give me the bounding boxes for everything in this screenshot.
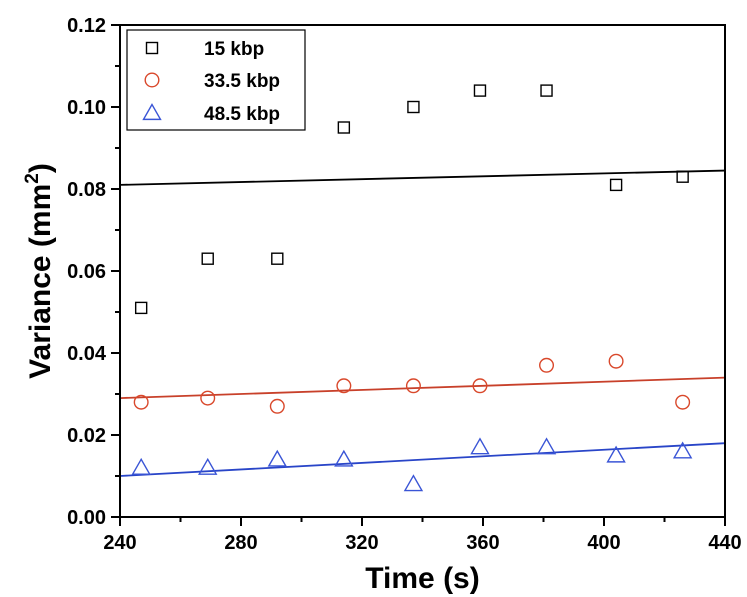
data-point-series-3 [606, 445, 626, 463]
legend-marker-1 [145, 41, 159, 55]
data-point-series-3 [131, 457, 151, 475]
data-point-series-2 [675, 394, 691, 410]
y-tick-label: 0.04 [67, 343, 107, 365]
data-point-series-2 [405, 378, 421, 394]
y-axis-title-main: Variance (mm [24, 184, 57, 379]
x-tick-label: 440 [708, 532, 741, 554]
x-tick-label: 280 [224, 532, 257, 554]
fit-line-1 [119, 169, 726, 186]
data-point-series-3 [334, 449, 354, 467]
data-point-series-2 [269, 398, 285, 414]
legend: 15 kbp 33.5 kbp 48.5 kbp [126, 29, 306, 131]
data-point-series-2 [608, 353, 624, 369]
legend-label-1: 15 kbp [204, 39, 264, 60]
data-point-series-2 [472, 378, 488, 394]
data-point-series-1 [134, 301, 148, 315]
y-tick-label: 0.00 [67, 507, 106, 529]
data-point-series-1 [473, 84, 487, 97]
data-point-series-2 [336, 378, 352, 394]
legend-label-2: 33.5 kbp [204, 71, 280, 92]
data-point-series-1 [271, 252, 284, 265]
y-axis-title-superscript: 2 [22, 173, 43, 184]
y-tick-label: 0.02 [67, 425, 106, 447]
y-axis-title-close: ) [24, 163, 57, 173]
x-tick-label: 360 [466, 532, 499, 554]
data-point-series-3 [198, 457, 218, 475]
y-tick-label: 0.08 [67, 179, 106, 201]
data-point-series-3 [470, 437, 490, 455]
y-tick-label: 0.10 [67, 97, 106, 119]
fit-lines [119, 169, 726, 477]
legend-marker-2 [144, 72, 160, 88]
fit-line-2 [119, 376, 726, 399]
data-point-series-1 [201, 252, 214, 265]
data-point-series-3 [267, 449, 288, 467]
x-tick-label: 240 [103, 532, 136, 554]
legend-marker-3 [142, 103, 162, 121]
y-tick-label: 0.06 [67, 261, 106, 283]
data-points [131, 84, 693, 492]
data-point-series-1 [676, 170, 689, 183]
data-point-series-3 [672, 441, 693, 459]
legend-label-3: 48.5 kbp [204, 104, 280, 125]
fit-line-3 [119, 442, 726, 477]
x-axis-title: Time (s) [365, 562, 479, 595]
y-tick-label: 0.12 [67, 15, 106, 37]
data-point-series-2 [133, 394, 149, 410]
plot-frame [119, 24, 726, 518]
data-point-series-1 [407, 100, 420, 114]
data-point-series-2 [539, 357, 555, 373]
data-point-series-1 [609, 178, 623, 192]
data-point-series-1 [337, 121, 351, 134]
data-point-series-3 [536, 437, 557, 455]
y-axis-title: Variance (mm2) [22, 163, 57, 379]
data-point-series-3 [403, 474, 424, 492]
x-tick-label: 320 [345, 532, 378, 554]
data-point-series-2 [200, 390, 216, 406]
x-tick-label: 400 [587, 532, 620, 554]
data-point-series-1 [540, 84, 553, 97]
tick-labels: 240 280 320 360 400 440 0.00 0.02 0.04 0.06 0.08 0.… [67, 15, 742, 554]
